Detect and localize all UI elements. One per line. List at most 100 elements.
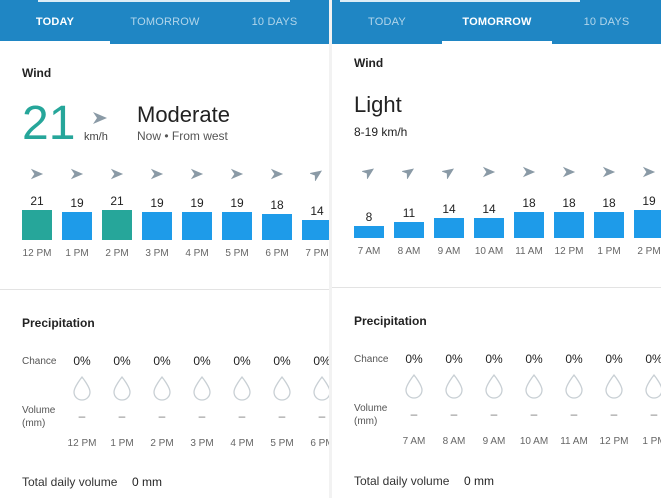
wind-bar bbox=[634, 210, 661, 238]
wind-range: 8-19 km/h bbox=[354, 125, 408, 139]
precip-hour-label: 12 PM bbox=[67, 438, 97, 449]
tab-10-days-label: 10 DAYS bbox=[251, 16, 298, 28]
raindrop-icon bbox=[604, 373, 624, 399]
wind-bar-value: 14 bbox=[310, 204, 324, 218]
precip-volume: – bbox=[490, 407, 498, 421]
raindrop-icon bbox=[484, 373, 504, 399]
wind-bar bbox=[222, 212, 252, 240]
section-divider bbox=[332, 287, 661, 288]
wind-bar-value: 19 bbox=[70, 196, 84, 210]
wind-direction-icon bbox=[110, 167, 126, 183]
wind-bar-value: 19 bbox=[230, 196, 244, 210]
raindrop-icon bbox=[272, 375, 292, 401]
precip-chance: 0% bbox=[405, 352, 423, 366]
wind-bar bbox=[22, 210, 52, 240]
search-bar-edge bbox=[38, 0, 290, 2]
precip-hour-label: 7 AM bbox=[402, 436, 426, 447]
wind-hour-label: 12 PM bbox=[554, 246, 584, 257]
wind-bar bbox=[394, 222, 424, 238]
wind-hour-label: 7 AM bbox=[357, 246, 381, 257]
precip-chance: 0% bbox=[313, 354, 329, 368]
precipitation-title: Precipitation bbox=[354, 314, 427, 328]
tab-tomorrow[interactable]: TOMORROW bbox=[442, 0, 552, 44]
tab-tomorrow-label: TOMORROW bbox=[462, 16, 532, 28]
wind-bar-value: 18 bbox=[602, 196, 616, 210]
wind-hour-label: 2 PM bbox=[105, 248, 129, 259]
precip-hour-label: 12 PM bbox=[599, 436, 629, 447]
wind-bar-value: 14 bbox=[482, 202, 496, 216]
precip-hour-label: 9 AM bbox=[482, 436, 506, 447]
volume-unit-label: (mm) bbox=[354, 416, 378, 427]
precip-chance: 0% bbox=[153, 354, 171, 368]
wind-hour-label: 1 PM bbox=[65, 248, 89, 259]
wind-unit: km/h bbox=[84, 131, 108, 143]
wind-direction-icon bbox=[360, 165, 378, 181]
volume-label: Volume bbox=[354, 403, 388, 414]
precip-hour-label: 1 PM bbox=[642, 436, 661, 447]
precip-chance: 0% bbox=[273, 354, 291, 368]
wind-direction-icon bbox=[150, 167, 166, 183]
precip-volume: – bbox=[318, 409, 326, 423]
raindrop-icon bbox=[112, 375, 132, 401]
wind-bar bbox=[262, 214, 292, 240]
precip-chance: 0% bbox=[233, 354, 251, 368]
total-volume-value: 0 mm bbox=[132, 475, 162, 489]
raindrop-icon bbox=[404, 373, 424, 399]
precip-chance: 0% bbox=[485, 352, 503, 366]
wind-bar bbox=[62, 212, 92, 240]
wind-direction-icon bbox=[308, 167, 326, 183]
wind-bar-value: 18 bbox=[562, 196, 576, 210]
total-volume-label: Total daily volume bbox=[354, 474, 450, 488]
precip-volume: – bbox=[610, 407, 618, 421]
precip-volume: – bbox=[238, 409, 246, 423]
precip-hour-label: 3 PM bbox=[190, 438, 214, 449]
precip-volume: – bbox=[78, 409, 86, 423]
raindrop-icon bbox=[232, 375, 252, 401]
total-volume-label: Total daily volume bbox=[22, 475, 118, 489]
precip-chance: 0% bbox=[605, 352, 623, 366]
precip-volume: – bbox=[278, 409, 286, 423]
raindrop-icon bbox=[152, 375, 172, 401]
wind-title: Wind bbox=[22, 66, 52, 80]
wind-direction-icon bbox=[92, 110, 108, 126]
wind-bar-value: 18 bbox=[270, 198, 284, 212]
wind-bar-value: 21 bbox=[110, 194, 124, 208]
wind-hour-label: 12 PM bbox=[22, 248, 52, 259]
volume-label: Volume bbox=[22, 405, 56, 416]
wind-hour-label: 4 PM bbox=[185, 248, 209, 259]
tab-10-days[interactable]: 10 DAYS bbox=[220, 0, 329, 44]
wind-bar-value: 19 bbox=[150, 196, 164, 210]
precip-hour-label: 1 PM bbox=[110, 438, 134, 449]
today-panel: TODAY TOMORROW 10 DAYS Wind 21 km/h Mode… bbox=[0, 0, 329, 498]
raindrop-icon bbox=[312, 375, 329, 401]
wind-direction-icon bbox=[230, 167, 246, 183]
precip-volume: – bbox=[118, 409, 126, 423]
section-divider bbox=[0, 289, 329, 290]
precip-volume: – bbox=[198, 409, 206, 423]
wind-bar bbox=[182, 212, 212, 240]
chance-label: Chance bbox=[354, 354, 389, 365]
wind-bar bbox=[102, 210, 132, 240]
wind-hour-label: 5 PM bbox=[225, 248, 249, 259]
wind-hour-label: 6 PM bbox=[265, 248, 289, 259]
precip-chance: 0% bbox=[645, 352, 661, 366]
precip-chance: 0% bbox=[565, 352, 583, 366]
wind-hour-label: 3 PM bbox=[145, 248, 169, 259]
wind-condition: Moderate bbox=[137, 102, 230, 127]
wind-bar bbox=[594, 212, 624, 238]
precip-hour-label: 2 PM bbox=[150, 438, 174, 449]
precip-hour-label: 4 PM bbox=[230, 438, 254, 449]
total-volume-value: 0 mm bbox=[464, 474, 494, 488]
wind-hour-label: 7 PM bbox=[305, 248, 329, 259]
precip-volume: – bbox=[158, 409, 166, 423]
wind-direction-icon bbox=[440, 165, 458, 181]
precip-volume: – bbox=[570, 407, 578, 421]
tab-today[interactable]: TODAY bbox=[0, 0, 110, 44]
wind-hour-label: 8 AM bbox=[397, 246, 421, 257]
wind-direction-icon bbox=[602, 165, 618, 181]
tab-10-days[interactable]: 10 DAYS bbox=[552, 0, 661, 44]
tab-today[interactable]: TODAY bbox=[332, 0, 442, 44]
wind-bar bbox=[474, 218, 504, 238]
tab-tomorrow[interactable]: TOMORROW bbox=[110, 0, 220, 44]
chance-label: Chance bbox=[22, 356, 57, 367]
